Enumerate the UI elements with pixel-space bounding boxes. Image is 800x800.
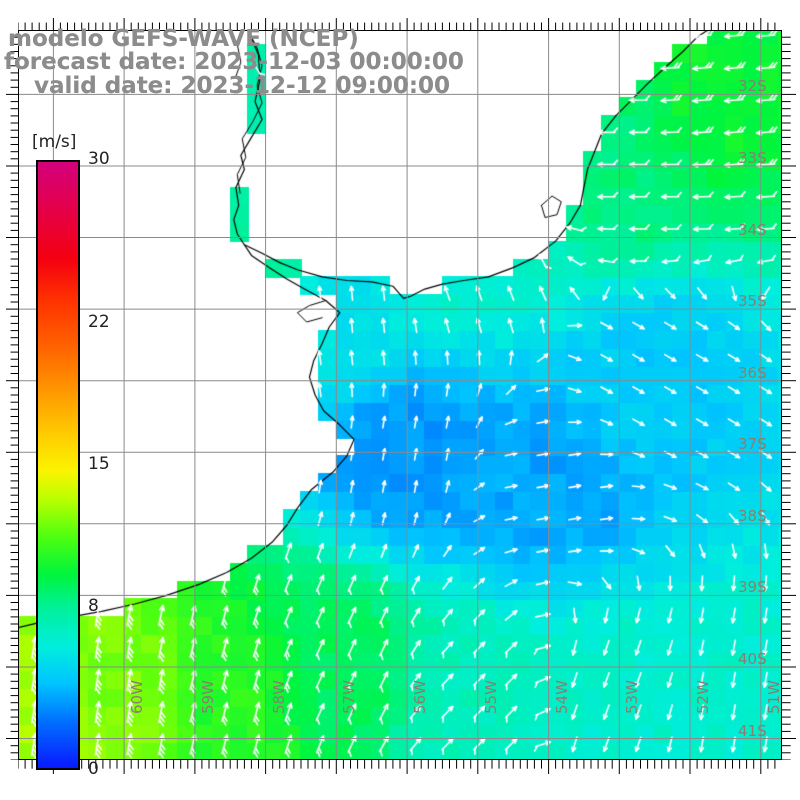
lon-label-54w: 54W (552, 680, 571, 714)
lon-label-58w: 58W (269, 680, 288, 714)
colorbar-tick-30: 30 (88, 149, 110, 169)
colorbar-tick-15: 15 (88, 454, 110, 474)
lat-label-35s: 35S (738, 292, 767, 311)
wind-barb-layer (18, 30, 782, 760)
lat-label-33s: 33S (738, 148, 767, 167)
colorbar-tick-0: 0 (88, 759, 99, 779)
colorbar-unit-label: [m/s] (32, 132, 77, 152)
colorbar-tick-22: 22 (88, 311, 110, 332)
lat-label-39s: 39S (738, 578, 767, 597)
axis-ruler-right (782, 36, 796, 760)
lat-label-34s: 34S (738, 220, 767, 239)
lat-label-38s: 38S (738, 506, 767, 525)
lon-label-53w: 53W (623, 680, 642, 714)
lon-label-55w: 55W (481, 680, 500, 714)
lat-label-32s: 32S (738, 77, 767, 96)
lat-label-40s: 40S (738, 649, 767, 668)
lon-label-56w: 56W (411, 680, 430, 714)
lon-label-57w: 57W (340, 680, 359, 714)
axis-ruler-left (6, 36, 18, 760)
lon-label-59w: 59W (198, 680, 217, 714)
lat-label-41s: 41S (738, 721, 767, 740)
axis-ruler-bottom (18, 760, 776, 774)
lon-label-52w: 52W (694, 680, 713, 714)
colorbar: [m/s] 30 22 15 8 0 (32, 132, 110, 779)
lon-label-60w: 60W (128, 680, 147, 714)
lon-label-51w: 51W (764, 680, 783, 714)
graticule (18, 30, 782, 760)
lat-label-37s: 37S (738, 435, 767, 454)
colorbar-tick-8: 8 (88, 596, 99, 617)
lat-label-36s: 36S (738, 363, 767, 382)
axis-ruler-top (18, 18, 776, 30)
map-plot-area (18, 30, 782, 760)
colorbar-gradient (36, 160, 80, 770)
